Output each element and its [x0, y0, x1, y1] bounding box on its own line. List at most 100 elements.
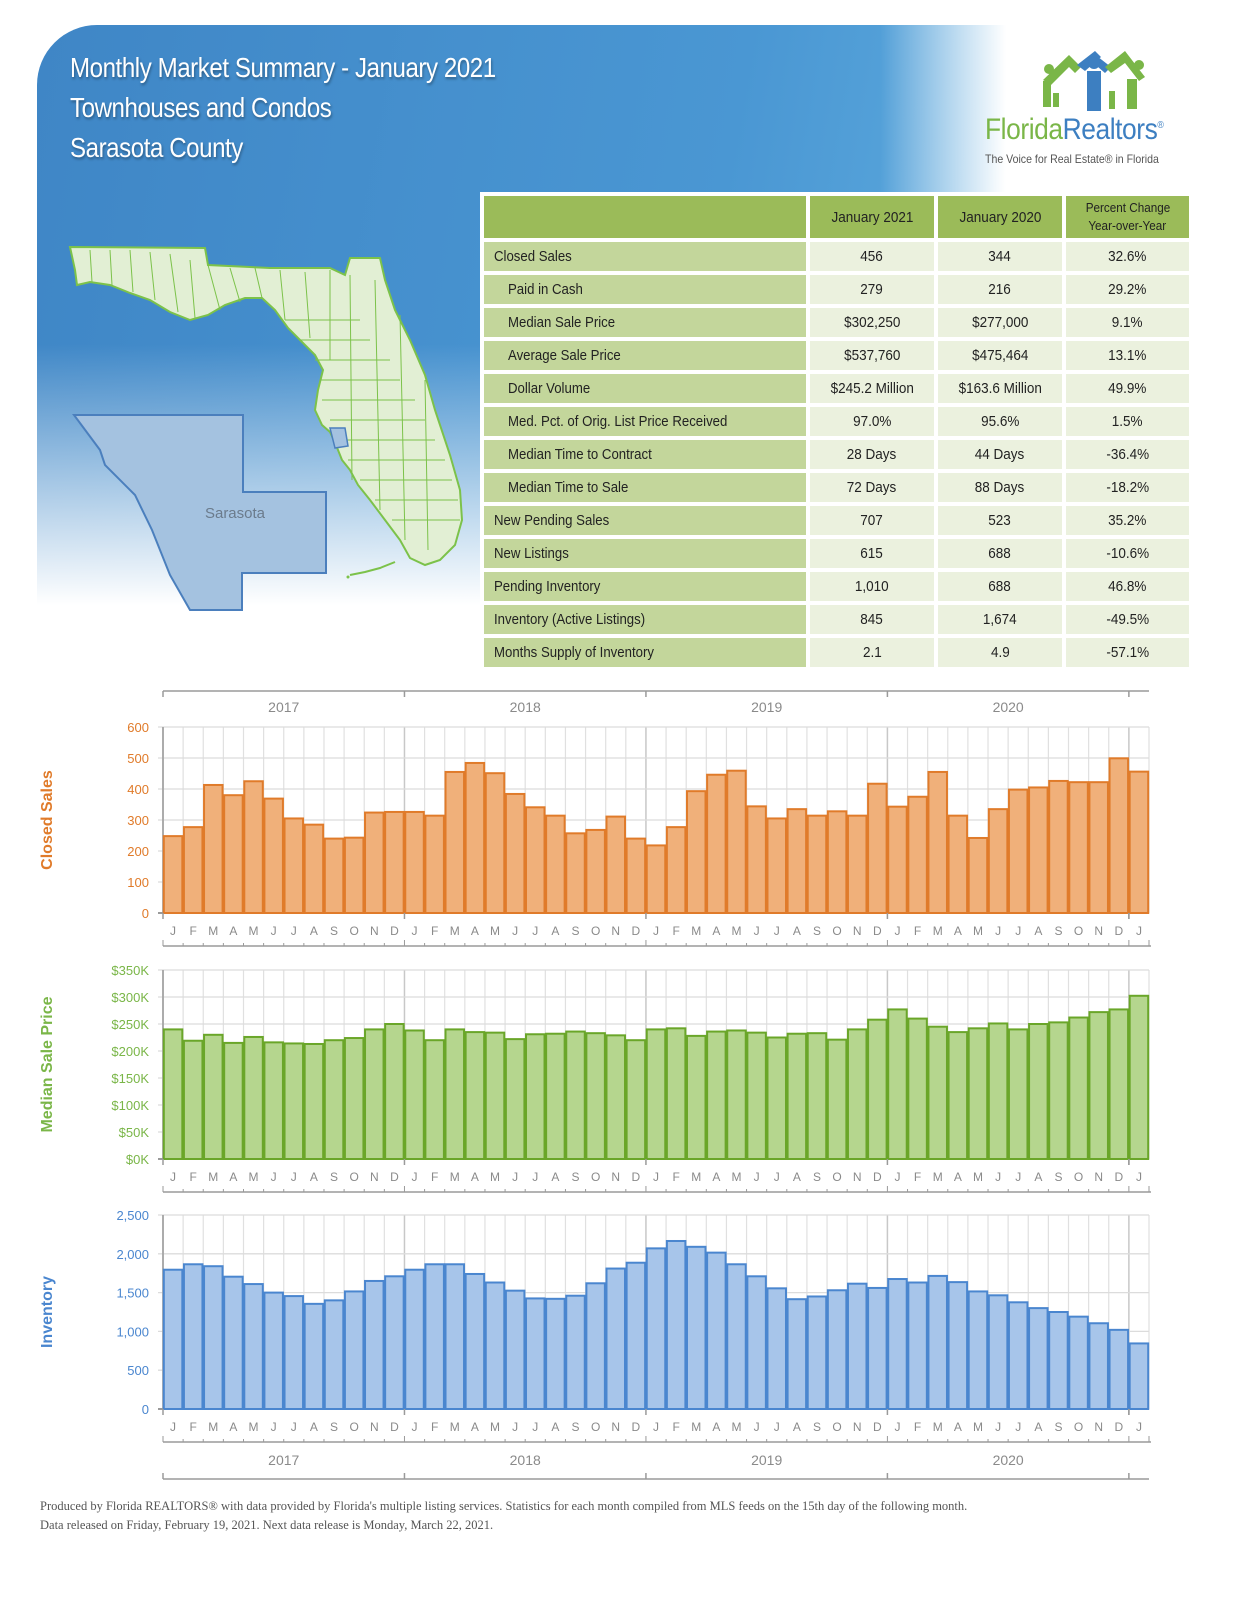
y-tick-label: 400 [127, 782, 149, 797]
x-tick-label-month: N [370, 924, 379, 938]
x-tick-label-month: J [532, 1170, 538, 1184]
value-percent-change-text: 46.8% [1108, 578, 1147, 595]
bar [525, 806, 546, 914]
x-tick-label-month: J [532, 924, 538, 938]
y-tick-label: $150K [111, 1071, 149, 1086]
bar [565, 832, 586, 914]
bar [887, 1278, 908, 1410]
bar [162, 1268, 184, 1411]
bar [927, 770, 948, 914]
year-label: 2020 [993, 1452, 1024, 1468]
header-jan-2020-text: January 2020 [959, 208, 1041, 226]
value-jan-2021: 845 [810, 605, 934, 634]
bar [364, 811, 385, 914]
header-percent-change: Percent Change Year-over-Year [1066, 196, 1189, 238]
x-tick-label-month: A [551, 1170, 559, 1184]
row-label: Inventory (Active Listings) [484, 605, 806, 634]
value-jan-2021: 456 [810, 242, 934, 271]
x-tick-label-month: D [390, 1170, 399, 1184]
x-tick-label-month: M [691, 924, 701, 938]
bar [1088, 1011, 1109, 1161]
value-jan-2020: 688 [938, 572, 1062, 601]
bar [404, 810, 425, 914]
bar [867, 1286, 888, 1410]
value-jan-2020: 44 Days [938, 440, 1062, 469]
row-label: Months Supply of Inventory [484, 638, 806, 667]
bar [867, 782, 888, 915]
x-tick-label-month: D [1114, 1170, 1123, 1184]
row-label-text: Inventory (Active Listings) [494, 611, 646, 628]
x-tick-label-month: A [471, 924, 479, 938]
value-percent-change: 35.2% [1066, 506, 1189, 535]
bar [504, 1038, 526, 1160]
bar [645, 1028, 667, 1161]
x-tick-label-month: J [995, 1420, 1001, 1434]
x-tick-label-month: J [512, 1170, 518, 1184]
year-label: 2019 [751, 699, 782, 715]
county-title: Sarasota County [70, 132, 243, 163]
y-axis-label: Median Sale Price [39, 996, 56, 1132]
value-jan-2020: $277,000 [938, 308, 1062, 337]
property-type-title: Townhouses and Condos [70, 92, 332, 123]
x-tick-label-month: M [731, 924, 741, 938]
x-tick-label-month: F [431, 924, 438, 938]
bar [1028, 1307, 1049, 1410]
value-jan-2021-text: 456 [860, 248, 884, 265]
bar [1108, 1008, 1130, 1160]
table-row: Med. Pct. of Orig. List Price Received 97… [484, 407, 1189, 436]
row-label-text: Med. Pct. of Orig. List Price Received [508, 413, 728, 430]
bar [323, 1039, 345, 1160]
x-tick-label-month: O [832, 1420, 841, 1434]
value-jan-2020: 216 [938, 275, 1062, 304]
x-tick-label-month: A [551, 1420, 559, 1434]
row-label-text: New Listings [494, 545, 569, 562]
bar [525, 1033, 546, 1160]
bar [243, 1283, 264, 1410]
x-tick-label-month: J [512, 924, 518, 938]
bar [1128, 1342, 1150, 1410]
value-percent-change: -10.6% [1066, 539, 1189, 568]
x-tick-label-month: A [1034, 1170, 1042, 1184]
x-tick-label-month: N [370, 1170, 379, 1184]
bar [726, 1263, 747, 1410]
bar [665, 1027, 687, 1160]
value-percent-change-text: -57.1% [1106, 644, 1149, 661]
logo-wordmark-realtors: Realtors [1062, 113, 1158, 146]
x-tick-label-month: F [190, 1170, 197, 1184]
y-tick-label: 200 [127, 844, 149, 859]
value-percent-change-text: -49.5% [1106, 611, 1149, 628]
x-tick-label-month: A [712, 924, 720, 938]
bar [1007, 788, 1029, 914]
x-tick-label-month: F [431, 1170, 438, 1184]
bar [806, 1032, 828, 1160]
bar [766, 817, 787, 914]
x-tick-label-month: J [271, 1170, 277, 1184]
bar [806, 1295, 828, 1410]
value-jan-2020: 344 [938, 242, 1062, 271]
row-label-text: Median Sale Price [508, 314, 616, 331]
row-label-text: Paid in Cash [508, 281, 583, 298]
x-tick-label-month: A [310, 1420, 318, 1434]
x-tick-label-month: J [754, 1170, 760, 1184]
x-tick-label-month: S [1054, 1170, 1062, 1184]
bar [947, 814, 969, 914]
value-percent-change-text: -36.4% [1106, 446, 1149, 463]
bar [846, 1282, 868, 1410]
x-tick-label-month: J [774, 1420, 780, 1434]
header-blank [484, 196, 806, 238]
x-tick-label-month: O [349, 1420, 358, 1434]
row-label: Closed Sales [484, 242, 806, 271]
x-tick-label-month: S [813, 1420, 821, 1434]
x-tick-label-month: D [873, 1420, 882, 1434]
x-tick-label-month: S [572, 1420, 580, 1434]
bar [987, 808, 1009, 914]
bar [504, 1289, 526, 1410]
x-tick-label-month: J [754, 924, 760, 938]
bar [223, 794, 244, 914]
bar [343, 1290, 365, 1410]
value-jan-2021: 2.1 [810, 638, 934, 667]
x-tick-label-month: M [249, 1170, 259, 1184]
value-jan-2021-text: $302,250 [843, 314, 901, 331]
x-tick-label-month: N [853, 1420, 862, 1434]
